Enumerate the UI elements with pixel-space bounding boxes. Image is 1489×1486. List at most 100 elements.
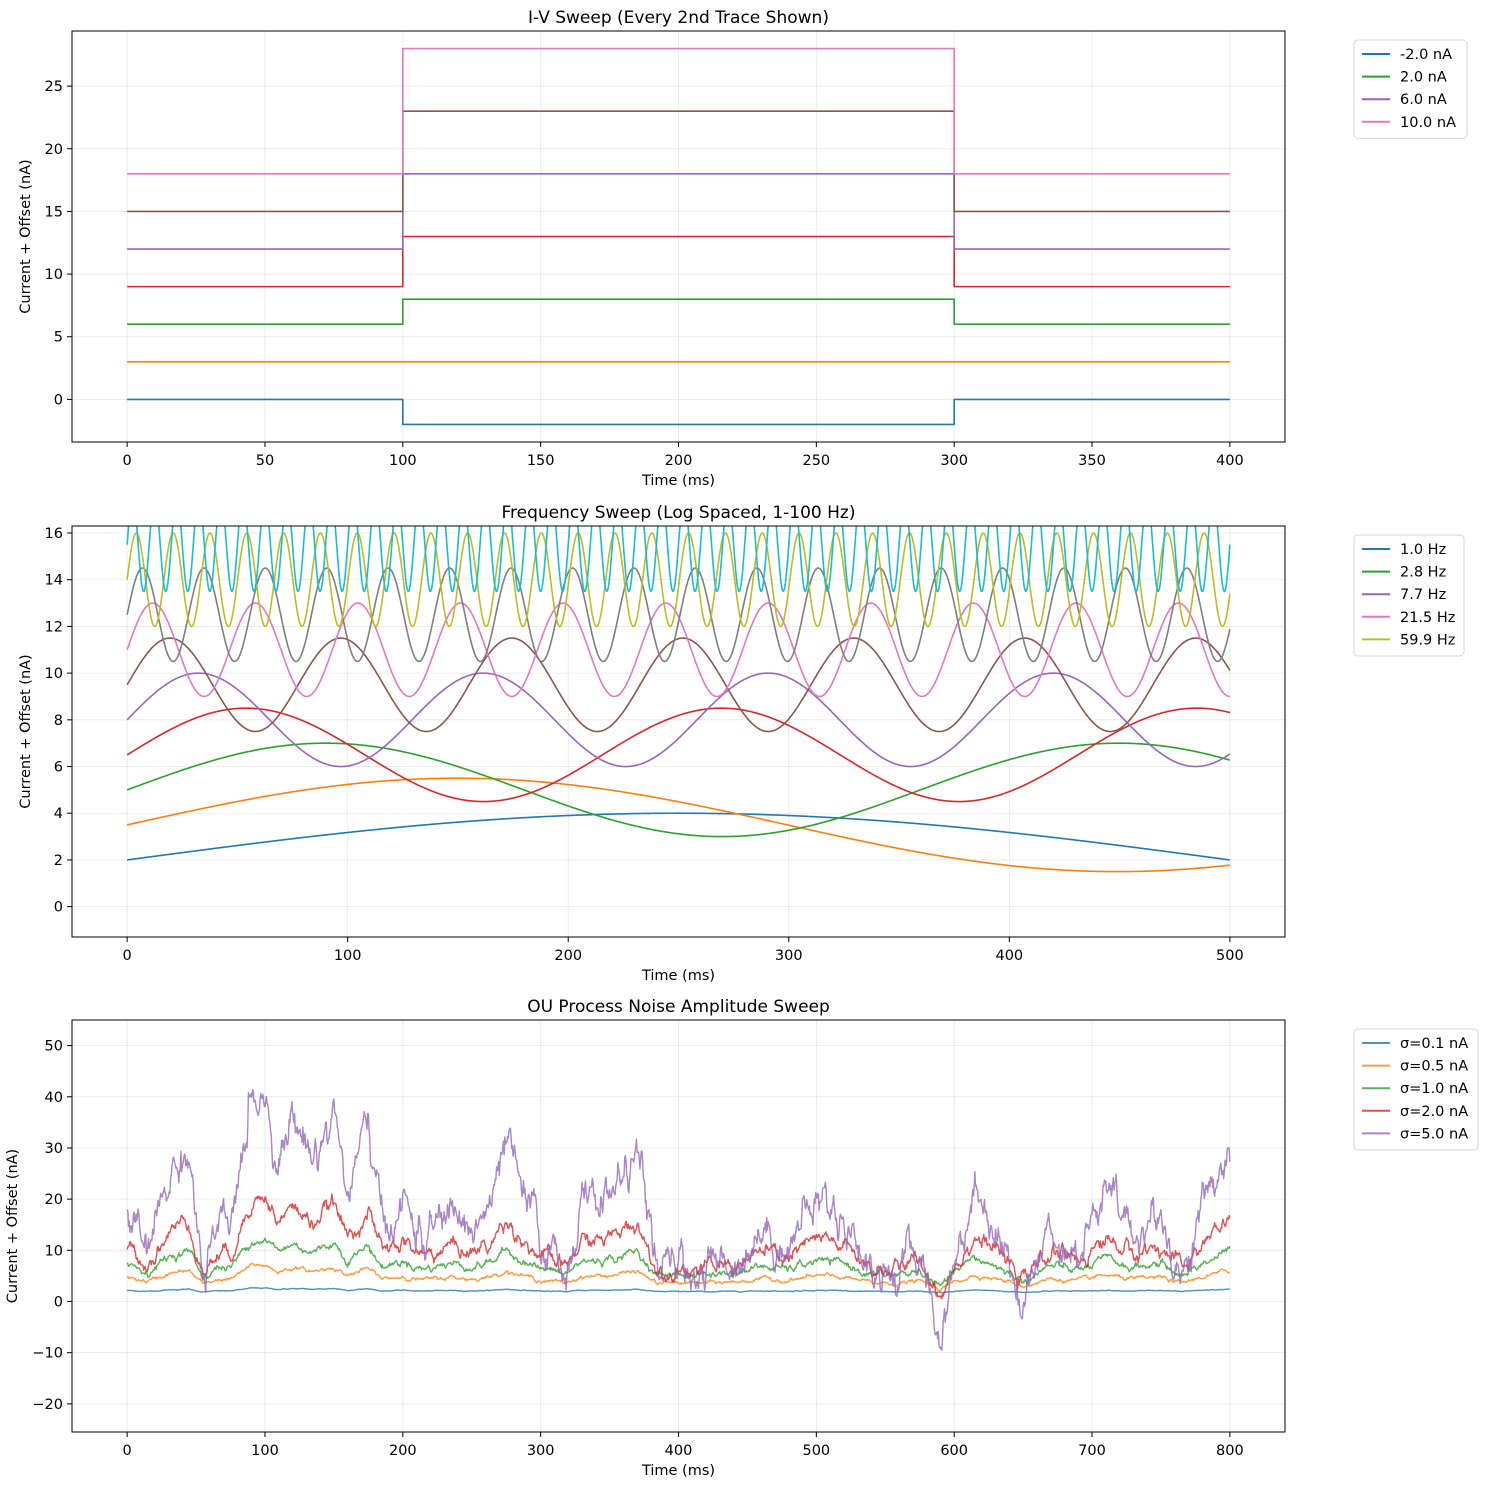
y-tick-label: 10 [45,267,63,283]
legend-label: 6.0 nA [1400,92,1447,108]
series-group [126,526,1231,873]
legend-frame [1353,39,1468,139]
x-tick-label: 0 [123,948,132,964]
legend: σ=0.1 nA σ=0.5 nA σ=1.0 nA σ=2.0 nA σ=5.0 nA [1353,1028,1479,1151]
x-tick-label: 400 [1216,453,1244,469]
series-line [126,707,1231,803]
legend-label: 2.0 nA [1400,70,1447,86]
x-tick-label: 50 [256,453,274,469]
legend-label: σ=5.0 nA [1400,1126,1468,1142]
chart-1: 0 50 100 150 200 250 300 350 400 0 5 10 15 20 25 I-V Sw… [18,8,1468,489]
x-tick-label: 0 [123,1443,132,1459]
series-line [126,567,1231,663]
series-group [126,1089,1231,1351]
series-line [127,235,1230,288]
series-line [126,532,1231,628]
y-tick-label: −10 [32,1346,63,1362]
legend-label: 21.5 Hz [1400,610,1455,626]
y-tick-label: 0 [54,392,63,408]
axes-frame [71,525,1286,938]
x-tick-label: 600 [940,1443,968,1459]
legend-label: σ=0.1 nA [1400,1036,1468,1052]
x-tick-label: 0 [123,453,132,469]
chart-title: OU Process Noise Amplitude Sweep [527,997,830,1017]
y-axis-label: Current + Offset (nA) [18,654,34,808]
x-tick-label: 100 [389,453,417,469]
legend: -2.0 nA 2.0 nA 6.0 nA 10.0 nA [1353,39,1468,139]
y-tick-label: 15 [45,204,63,220]
legend-label: σ=0.5 nA [1400,1059,1468,1075]
y-axis-label: Current + Offset (nA) [5,1149,21,1303]
legend-label: 1.0 Hz [1400,542,1446,558]
series-line [126,526,1231,593]
x-tick-label: 100 [334,948,362,964]
series-line [126,637,1231,733]
y-tick-label: 10 [45,1243,63,1259]
legend-label: 10.0 nA [1400,115,1456,131]
x-tick-label: 300 [940,453,968,469]
x-tick-label: 300 [527,1443,555,1459]
chart-title: I-V Sweep (Every 2nd Trace Shown) [528,8,829,28]
series-group [127,47,1230,426]
legend-label: 59.9 Hz [1400,632,1455,648]
series-line [126,602,1231,698]
x-tick-label: 350 [1078,453,1106,469]
y-tick-label: 2 [54,853,63,869]
x-axis-label: Time (ms) [641,473,715,489]
x-tick-label: 150 [527,453,555,469]
series-line [126,1262,1231,1293]
x-tick-label: 250 [802,453,830,469]
x-tick-label: 300 [775,948,803,964]
y-tick-label: 12 [45,619,63,635]
y-tick-label: 50 [45,1039,63,1055]
y-tick-label: 0 [54,1294,63,1310]
legend-label: σ=1.0 nA [1400,1081,1468,1097]
x-axis-label: Time (ms) [641,1463,715,1479]
legend-frame [1353,534,1465,657]
series-line [127,47,1230,175]
series-line [127,298,1230,326]
y-tick-label: −20 [32,1397,63,1413]
y-tick-label: 16 [45,526,63,542]
x-tick-label: 200 [665,453,693,469]
legend-label: 2.8 Hz [1400,565,1446,581]
y-axis-label: Current + Offset (nA) [18,159,34,313]
x-tick-label: 400 [995,948,1023,964]
y-tick-label: 20 [45,1192,63,1208]
x-tick-label: 700 [1078,1443,1106,1459]
x-axis-label: Time (ms) [641,968,715,984]
series-line [127,173,1230,250]
chart-2: 0 100 200 300 400 500 0 2 4 6 8 10 12 14 16 Frequency S… [18,503,1465,984]
x-tick-label: 200 [554,948,582,964]
legend: 1.0 Hz 2.8 Hz 7.7 Hz 21.5 Hz 59.9 Hz [1353,534,1465,657]
x-tick-label: 400 [665,1443,693,1459]
y-tick-label: 30 [45,1141,63,1157]
series-line [127,110,1230,213]
series-line [126,777,1231,873]
series-line [126,1237,1231,1287]
y-tick-label: 20 [45,142,63,158]
legend-label: 7.7 Hz [1400,587,1446,603]
legend-frame [1353,1028,1479,1151]
y-tick-label: 8 [54,713,63,729]
x-tick-label: 100 [251,1443,279,1459]
series-line [126,742,1231,838]
legend-label: -2.0 nA [1400,47,1452,63]
y-tick-label: 14 [45,573,63,589]
series-line [126,672,1231,768]
chart-title: Frequency Sweep (Log Spaced, 1-100 Hz) [502,503,856,523]
y-tick-label: 25 [45,79,63,95]
legend-label: σ=2.0 nA [1400,1104,1468,1120]
y-tick-label: 10 [45,666,63,682]
series-line [127,398,1230,426]
y-tick-label: 6 [54,760,63,776]
x-tick-label: 500 [1216,948,1244,964]
series-line [126,1193,1231,1300]
series-line [127,1287,1231,1294]
x-tick-label: 200 [389,1443,417,1459]
series-line [126,1089,1231,1351]
x-tick-label: 500 [802,1443,830,1459]
x-tick-label: 800 [1216,1443,1244,1459]
series-line [126,812,1231,861]
